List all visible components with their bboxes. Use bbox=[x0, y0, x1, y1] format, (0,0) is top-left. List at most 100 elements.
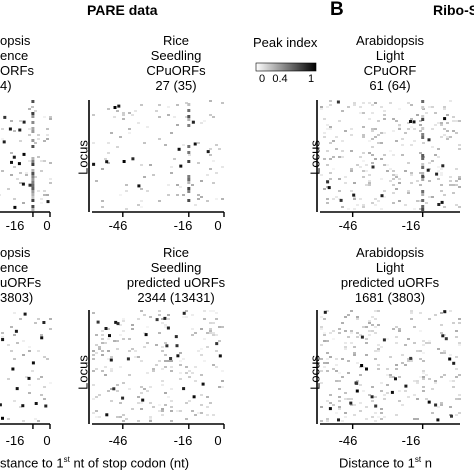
heatmap-cell bbox=[40, 202, 43, 204]
xtick-a-tl-0: 0 bbox=[43, 218, 51, 233]
heatmap-cell bbox=[380, 178, 383, 180]
heatmap-cell bbox=[380, 382, 383, 384]
heatmap-peak bbox=[355, 381, 359, 385]
heatmap-cell bbox=[221, 326, 224, 328]
heatmap-cell bbox=[383, 416, 386, 418]
heatmap-cell bbox=[374, 158, 377, 160]
heatmap-highlight-cell bbox=[421, 199, 425, 202]
heatmap-cell bbox=[140, 200, 143, 202]
heatmap-cell bbox=[122, 330, 125, 332]
heatmap-cell bbox=[49, 178, 52, 180]
heatmap-cell bbox=[371, 162, 374, 164]
heatmap-cell bbox=[194, 414, 197, 416]
heatmap-cell bbox=[161, 346, 164, 348]
heatmap-cell bbox=[347, 208, 350, 210]
heatmap-cell bbox=[185, 102, 188, 104]
heatmap-cell bbox=[392, 376, 395, 378]
heatmap-cell bbox=[371, 386, 374, 388]
heatmap-cell bbox=[353, 354, 356, 356]
heatmap-cell bbox=[365, 170, 368, 172]
heatmap-cell bbox=[392, 202, 395, 204]
heatmap-cell bbox=[1, 128, 4, 130]
heatmap-cell bbox=[188, 376, 191, 378]
heatmap-cell bbox=[43, 116, 46, 118]
heatmap-peak bbox=[328, 407, 332, 411]
heatmap-cell bbox=[164, 342, 167, 344]
heatmap-cell bbox=[383, 190, 386, 192]
heatmap-highlight-cell bbox=[421, 166, 425, 169]
panel-a-title: PARE data bbox=[87, 2, 158, 18]
heatmap-cell bbox=[170, 370, 173, 372]
heatmap-cell bbox=[110, 132, 113, 134]
heatmap-cell bbox=[377, 120, 380, 122]
heatmap-cell bbox=[389, 168, 392, 170]
heatmap-cell bbox=[362, 160, 365, 162]
heatmap-cell bbox=[458, 186, 461, 188]
heatmap-peak bbox=[105, 413, 109, 417]
heatmap-cell bbox=[440, 352, 443, 354]
heatmap-cell bbox=[374, 396, 377, 398]
heatmap-cell bbox=[395, 364, 398, 366]
heatmap-cell bbox=[326, 418, 329, 420]
heatmap-peak bbox=[382, 338, 386, 342]
heatmap-cell bbox=[434, 382, 437, 384]
heatmap-cell bbox=[389, 150, 392, 152]
heatmap-cell bbox=[200, 374, 203, 376]
heatmap-cell bbox=[422, 378, 425, 380]
heatmap-highlight-cell bbox=[421, 115, 425, 118]
heatmap-cell bbox=[116, 348, 119, 350]
heatmap-cell bbox=[392, 184, 395, 186]
heatmap-cell bbox=[113, 340, 116, 342]
heatmap-cell bbox=[458, 398, 461, 400]
heatmap-cell bbox=[398, 400, 401, 402]
heatmap-cell bbox=[440, 136, 443, 138]
heatmap-cell bbox=[398, 328, 401, 330]
heatmap-cell bbox=[16, 342, 19, 344]
heatmap-cell bbox=[419, 376, 422, 378]
heatmap-cell bbox=[395, 342, 398, 344]
heatmap-cell bbox=[335, 364, 338, 366]
heatmap-cell bbox=[49, 116, 52, 118]
heatmap-peak bbox=[27, 376, 31, 380]
heatmap-cell bbox=[320, 344, 323, 346]
heatmap-cell bbox=[452, 192, 455, 194]
heatmap-cell bbox=[449, 310, 452, 312]
heatmap-cell bbox=[200, 348, 203, 350]
heatmap-cell bbox=[95, 368, 98, 370]
heatmap-cell bbox=[416, 180, 419, 182]
heatmap-peak bbox=[380, 194, 384, 198]
heatmap-cell bbox=[437, 166, 440, 168]
xlabel-b-sup: st bbox=[414, 455, 422, 464]
heatmap-cell bbox=[422, 390, 425, 392]
heatmap-cell bbox=[40, 394, 43, 396]
heatmap-cell bbox=[344, 342, 347, 344]
heatmap-cell bbox=[338, 372, 341, 374]
heatmap-cell bbox=[392, 170, 395, 172]
heatmap-cell bbox=[110, 356, 113, 358]
heatmap-cell bbox=[320, 382, 323, 384]
heatmap-cell bbox=[200, 412, 203, 414]
heatmap-peak bbox=[192, 395, 196, 399]
xtick-a-tl--16: -16 bbox=[5, 218, 25, 233]
heatmap-highlight-cell bbox=[187, 199, 191, 202]
heatmap-cell bbox=[341, 206, 344, 208]
heatmap-peak bbox=[17, 162, 21, 166]
heatmap-cell bbox=[49, 318, 52, 320]
heatmap-cell bbox=[326, 362, 329, 364]
heatmap-cell bbox=[404, 132, 407, 134]
heatmap-cell bbox=[92, 142, 95, 144]
heatmap-cell bbox=[173, 158, 176, 160]
heatmap-cell bbox=[13, 166, 16, 168]
heatmap-cell bbox=[119, 136, 122, 138]
title-line: ence bbox=[0, 48, 29, 63]
heatmap-cell bbox=[320, 406, 323, 408]
heatmap-cell bbox=[110, 400, 113, 402]
title-b-bottom: Arabidopsis Light predicted uORFs 1681 (… bbox=[341, 245, 439, 305]
heatmap-cell bbox=[371, 154, 374, 156]
heatmap-cell bbox=[446, 114, 449, 116]
heatmap-cell bbox=[203, 360, 206, 362]
heatmap-cell bbox=[161, 380, 164, 382]
heatmap-cell bbox=[413, 208, 416, 210]
heatmap-cell bbox=[347, 360, 350, 362]
heatmap-cell bbox=[194, 332, 197, 334]
